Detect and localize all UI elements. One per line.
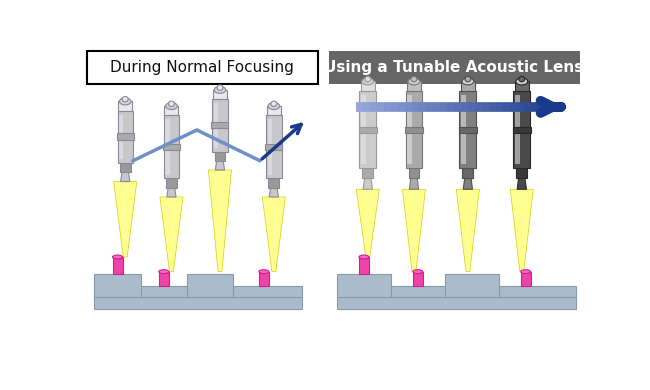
Ellipse shape — [408, 78, 420, 85]
Polygon shape — [121, 172, 130, 182]
Bar — [187, 274, 233, 297]
Bar — [359, 91, 376, 168]
Bar — [118, 111, 133, 163]
Ellipse shape — [271, 101, 277, 106]
Bar — [406, 91, 423, 168]
Bar — [463, 168, 473, 179]
Ellipse shape — [359, 255, 369, 259]
Ellipse shape — [516, 78, 528, 85]
Bar — [363, 168, 373, 179]
Bar — [117, 133, 134, 140]
Bar — [516, 168, 527, 179]
Bar — [164, 115, 179, 179]
Bar — [330, 51, 580, 84]
Ellipse shape — [411, 76, 417, 82]
Polygon shape — [517, 179, 526, 189]
Bar — [359, 127, 377, 133]
Ellipse shape — [268, 103, 280, 110]
Bar — [361, 94, 365, 164]
Bar — [407, 94, 412, 164]
Bar — [163, 144, 180, 150]
Bar — [159, 272, 169, 285]
Polygon shape — [402, 189, 426, 272]
Bar — [337, 274, 391, 297]
Ellipse shape — [259, 270, 269, 273]
Bar — [233, 285, 302, 297]
Bar — [112, 257, 123, 274]
Ellipse shape — [365, 76, 370, 82]
Bar — [514, 91, 530, 168]
Polygon shape — [263, 197, 285, 272]
Text: Using a Tunable Acoustic Lens: Using a Tunable Acoustic Lens — [324, 60, 584, 75]
Bar — [361, 82, 374, 91]
Bar — [445, 274, 499, 297]
Bar — [118, 101, 132, 111]
Polygon shape — [114, 182, 136, 257]
Bar — [461, 94, 465, 164]
Text: During Normal Focusing: During Normal Focusing — [111, 60, 294, 75]
Polygon shape — [209, 170, 231, 272]
Bar — [460, 91, 476, 168]
Bar — [94, 297, 302, 308]
Bar — [515, 82, 528, 91]
Bar — [140, 285, 187, 297]
Ellipse shape — [166, 103, 177, 110]
Bar — [267, 106, 281, 115]
Ellipse shape — [362, 78, 374, 85]
Bar — [515, 94, 519, 164]
Bar — [337, 297, 576, 308]
Bar — [213, 90, 227, 99]
Bar — [211, 122, 228, 128]
Bar — [391, 285, 445, 297]
Ellipse shape — [217, 85, 223, 90]
Bar — [268, 119, 272, 175]
Bar — [165, 119, 170, 175]
Ellipse shape — [120, 98, 131, 105]
Bar — [214, 103, 218, 148]
Bar — [359, 257, 369, 274]
Polygon shape — [363, 179, 372, 189]
Ellipse shape — [521, 270, 530, 273]
Bar — [459, 127, 477, 133]
Bar — [407, 82, 421, 91]
Ellipse shape — [168, 101, 174, 106]
Bar — [164, 106, 178, 115]
Polygon shape — [167, 188, 176, 197]
Bar — [413, 272, 423, 285]
Bar — [499, 285, 576, 297]
Ellipse shape — [159, 270, 169, 273]
Bar — [214, 152, 226, 161]
Bar — [521, 272, 530, 285]
Polygon shape — [269, 188, 278, 197]
Ellipse shape — [112, 255, 123, 259]
Polygon shape — [410, 179, 419, 189]
Ellipse shape — [465, 76, 471, 82]
Bar — [259, 272, 269, 285]
Polygon shape — [356, 189, 380, 257]
Bar — [213, 99, 228, 152]
Bar — [461, 82, 474, 91]
Ellipse shape — [519, 76, 525, 82]
Bar — [86, 51, 318, 84]
Ellipse shape — [462, 78, 474, 85]
Bar — [120, 163, 131, 172]
Polygon shape — [456, 189, 480, 272]
Bar — [119, 115, 124, 159]
Bar — [513, 127, 531, 133]
Bar — [405, 127, 423, 133]
Bar — [268, 179, 280, 188]
Ellipse shape — [122, 96, 128, 102]
Ellipse shape — [214, 87, 226, 93]
Polygon shape — [160, 197, 183, 272]
Bar — [265, 144, 282, 150]
Polygon shape — [215, 161, 224, 170]
Bar — [94, 274, 140, 297]
Bar — [266, 115, 281, 179]
Polygon shape — [463, 179, 473, 189]
Ellipse shape — [413, 270, 423, 273]
Bar — [166, 179, 177, 188]
Polygon shape — [510, 189, 534, 272]
Bar — [409, 168, 419, 179]
